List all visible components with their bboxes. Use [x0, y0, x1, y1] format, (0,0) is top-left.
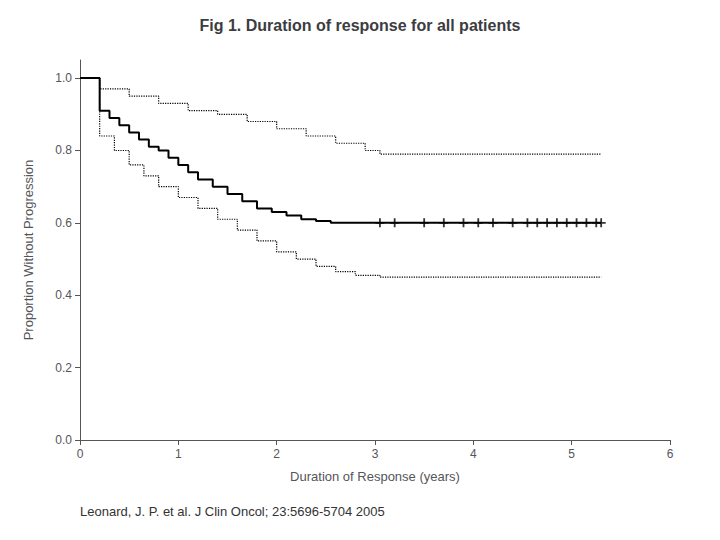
svg-text:Leonard, J. P. et al. J Clin O: Leonard, J. P. et al. J Clin Oncol; 23:5… [80, 504, 385, 519]
svg-text:Duration of Response (years): Duration of Response (years) [290, 469, 460, 484]
svg-text:6: 6 [667, 447, 674, 461]
svg-text:1.0: 1.0 [55, 71, 72, 85]
svg-text:0.6: 0.6 [55, 216, 72, 230]
svg-text:1: 1 [175, 447, 182, 461]
svg-text:3: 3 [372, 447, 379, 461]
svg-text:Fig 1. Duration of response fo: Fig 1. Duration of response for all pati… [200, 17, 521, 34]
svg-text:0: 0 [77, 447, 84, 461]
svg-text:Proportion Without Progression: Proportion Without Progression [21, 160, 36, 341]
svg-text:0.4: 0.4 [55, 288, 72, 302]
svg-text:2: 2 [273, 447, 280, 461]
svg-text:4: 4 [470, 447, 477, 461]
svg-text:0.2: 0.2 [55, 361, 72, 375]
svg-text:5: 5 [568, 447, 575, 461]
svg-text:0.0: 0.0 [55, 433, 72, 447]
svg-text:0.8: 0.8 [55, 143, 72, 157]
